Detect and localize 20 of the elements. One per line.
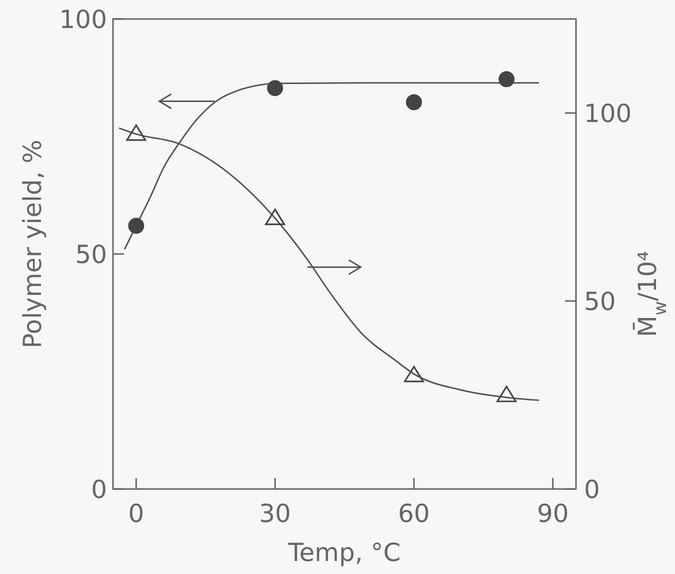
point xyxy=(267,80,284,96)
y2-tick-label: 50 xyxy=(584,286,616,316)
x-tick-label: 90 xyxy=(536,499,569,528)
x-tick-label: 0 xyxy=(128,499,144,528)
point xyxy=(265,208,286,226)
y2-tick-label: 100 xyxy=(584,98,632,128)
y-tick-label: 100 xyxy=(59,4,107,34)
x-tick-label: 60 xyxy=(398,499,430,528)
point xyxy=(126,124,146,141)
y-tick-label: 0 xyxy=(91,474,107,504)
point xyxy=(404,366,424,382)
y-tick-label: 50 xyxy=(75,240,107,269)
y2-tick-label: 0 xyxy=(584,474,600,504)
point xyxy=(406,94,422,110)
x-axis-title: Temp, °C xyxy=(287,538,401,567)
y-axis-title: Polymer yield, % xyxy=(18,140,47,348)
point xyxy=(498,71,515,88)
point xyxy=(128,218,144,234)
x-tick-label: 30 xyxy=(259,499,291,528)
point xyxy=(496,386,517,402)
